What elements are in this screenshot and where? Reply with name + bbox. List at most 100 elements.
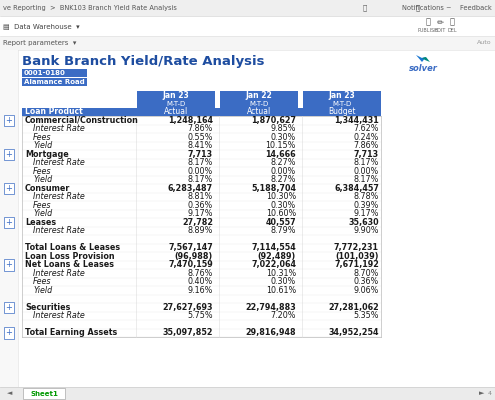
Text: M-T-D: M-T-D <box>166 101 186 107</box>
Text: 7,114,554: 7,114,554 <box>251 243 296 252</box>
Polygon shape <box>422 57 430 62</box>
Text: Securities: Securities <box>25 303 70 312</box>
Text: +: + <box>5 116 12 125</box>
Text: Interest Rate: Interest Rate <box>33 269 85 278</box>
Text: 0.55%: 0.55% <box>188 133 213 142</box>
Bar <box>0 50 18 400</box>
Bar <box>22 328 381 337</box>
Text: Leases: Leases <box>25 218 56 227</box>
Text: 7,713: 7,713 <box>354 150 379 159</box>
Text: 8.70%: 8.70% <box>353 269 379 278</box>
Bar <box>22 192 381 201</box>
Bar <box>22 184 381 192</box>
Text: 9.85%: 9.85% <box>270 124 296 133</box>
Bar <box>22 142 381 150</box>
Bar <box>22 124 381 133</box>
Text: Actual: Actual <box>164 108 188 116</box>
Text: 8.17%: 8.17% <box>353 175 379 184</box>
Text: 7,772,231: 7,772,231 <box>334 243 379 252</box>
Text: M-T-D: M-T-D <box>249 101 269 107</box>
Text: +: + <box>5 303 12 312</box>
Text: DEL: DEL <box>447 28 457 32</box>
Text: (96,988): (96,988) <box>175 252 213 261</box>
Text: 0.00%: 0.00% <box>271 167 296 176</box>
Polygon shape <box>416 55 426 62</box>
Text: 8.17%: 8.17% <box>353 158 379 167</box>
Text: Loan Loss Provision: Loan Loss Provision <box>25 252 115 261</box>
Text: 8.17%: 8.17% <box>188 175 213 184</box>
Text: Fees: Fees <box>33 167 51 176</box>
Bar <box>22 150 381 158</box>
Bar <box>22 201 381 210</box>
Text: ve Reporting  >  BNK103 Branch Yield Rate Analysis: ve Reporting > BNK103 Branch Yield Rate … <box>3 5 177 11</box>
Bar <box>303 91 381 100</box>
Text: Jan 23: Jan 23 <box>329 91 355 100</box>
Text: 9.90%: 9.90% <box>353 226 379 235</box>
Text: Bank Branch Yield/Rate Analysis: Bank Branch Yield/Rate Analysis <box>22 55 264 68</box>
Text: 10.60%: 10.60% <box>266 209 296 218</box>
Text: 8.27%: 8.27% <box>270 175 296 184</box>
Text: +: + <box>5 218 12 227</box>
Text: Interest Rate: Interest Rate <box>33 158 85 167</box>
Text: ⬜: ⬜ <box>426 18 431 26</box>
Text: Loan Product: Loan Product <box>25 108 83 116</box>
Bar <box>22 235 381 244</box>
Text: 7.86%: 7.86% <box>188 124 213 133</box>
Text: 5,188,704: 5,188,704 <box>251 184 296 193</box>
Bar <box>303 100 381 108</box>
Bar <box>220 91 298 100</box>
Bar <box>22 78 87 86</box>
Text: 6,384,457: 6,384,457 <box>334 184 379 193</box>
Text: 7,470,159: 7,470,159 <box>168 260 213 269</box>
Text: Sheet1: Sheet1 <box>30 390 58 396</box>
Text: ►: ► <box>479 390 485 396</box>
Text: Total Earning Assets: Total Earning Assets <box>25 328 117 337</box>
Bar <box>22 116 381 124</box>
Text: 8.27%: 8.27% <box>270 158 296 167</box>
Text: Commercial/Construction: Commercial/Construction <box>25 116 139 125</box>
Bar <box>0 36 495 50</box>
Text: 14,666: 14,666 <box>265 150 296 159</box>
Bar <box>137 100 215 108</box>
Text: 34,952,254: 34,952,254 <box>329 328 379 337</box>
Text: 8.79%: 8.79% <box>270 226 296 235</box>
Bar <box>22 176 381 184</box>
Text: Interest Rate: Interest Rate <box>33 192 85 201</box>
Text: 6,283,487: 6,283,487 <box>168 184 213 193</box>
Text: 35,097,852: 35,097,852 <box>162 328 213 337</box>
Bar <box>220 100 298 108</box>
Bar <box>0 16 495 36</box>
Text: Fees: Fees <box>33 201 51 210</box>
Bar <box>22 260 381 269</box>
Text: 8.41%: 8.41% <box>188 141 213 150</box>
Text: 8.89%: 8.89% <box>188 226 213 235</box>
Text: M-T-D: M-T-D <box>332 101 351 107</box>
Text: Total Loans & Leases: Total Loans & Leases <box>25 243 120 252</box>
Text: 0.39%: 0.39% <box>353 201 379 210</box>
Text: 0.36%: 0.36% <box>354 277 379 286</box>
Text: 10.61%: 10.61% <box>266 286 296 295</box>
Text: 0.00%: 0.00% <box>188 167 213 176</box>
Bar <box>22 278 381 286</box>
Text: Report parameters  ▾: Report parameters ▾ <box>3 40 76 46</box>
Bar <box>22 320 381 328</box>
Text: ✏: ✏ <box>437 18 444 26</box>
Text: Jan 23: Jan 23 <box>163 91 190 100</box>
Text: 0.00%: 0.00% <box>354 167 379 176</box>
Bar <box>0 0 495 16</box>
Bar <box>22 294 381 303</box>
Text: Auto: Auto <box>477 40 492 46</box>
Text: 7,022,064: 7,022,064 <box>251 260 296 269</box>
Bar <box>22 312 381 320</box>
Text: Yield: Yield <box>33 175 52 184</box>
Text: 0.30%: 0.30% <box>271 277 296 286</box>
Bar <box>0 50 495 400</box>
Text: Yield: Yield <box>33 209 52 218</box>
Text: 27,281,062: 27,281,062 <box>328 303 379 312</box>
Text: (92,489): (92,489) <box>258 252 296 261</box>
Bar <box>22 244 381 252</box>
Bar <box>22 108 381 116</box>
Text: Actual: Actual <box>247 108 271 116</box>
Text: 8.17%: 8.17% <box>188 158 213 167</box>
Text: 1,248,164: 1,248,164 <box>168 116 213 125</box>
